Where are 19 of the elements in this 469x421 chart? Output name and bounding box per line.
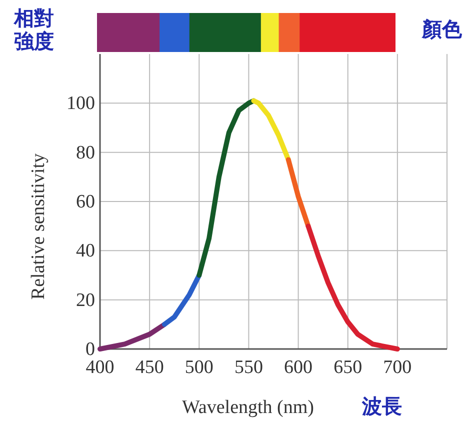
y-axis-title: Relative sensitivity: [28, 152, 49, 300]
x-tick-label: 500: [184, 357, 214, 378]
x-tick-label: 600: [284, 357, 313, 378]
x-tick-label: 550: [234, 357, 263, 378]
text: 強度: [14, 29, 54, 53]
y-tick-label: 0: [86, 339, 95, 360]
x-tick-label: 400: [86, 357, 114, 378]
y-tick-label: 20: [76, 290, 95, 311]
x-tick-label: 450: [135, 357, 164, 378]
x-tick-label: 650: [334, 357, 362, 378]
text: 相對: [13, 6, 54, 30]
y-tick-label: 40: [76, 240, 95, 262]
y-tick-label: 100: [66, 93, 95, 114]
y-tick-label: 60: [76, 192, 95, 212]
y-tick-label: 80: [76, 142, 95, 164]
x-tick-label: 700: [383, 357, 412, 378]
x-axis-title: Wavelength (nm): [182, 397, 314, 418]
text: 波長: [361, 394, 402, 418]
text: 顏色: [421, 17, 463, 41]
